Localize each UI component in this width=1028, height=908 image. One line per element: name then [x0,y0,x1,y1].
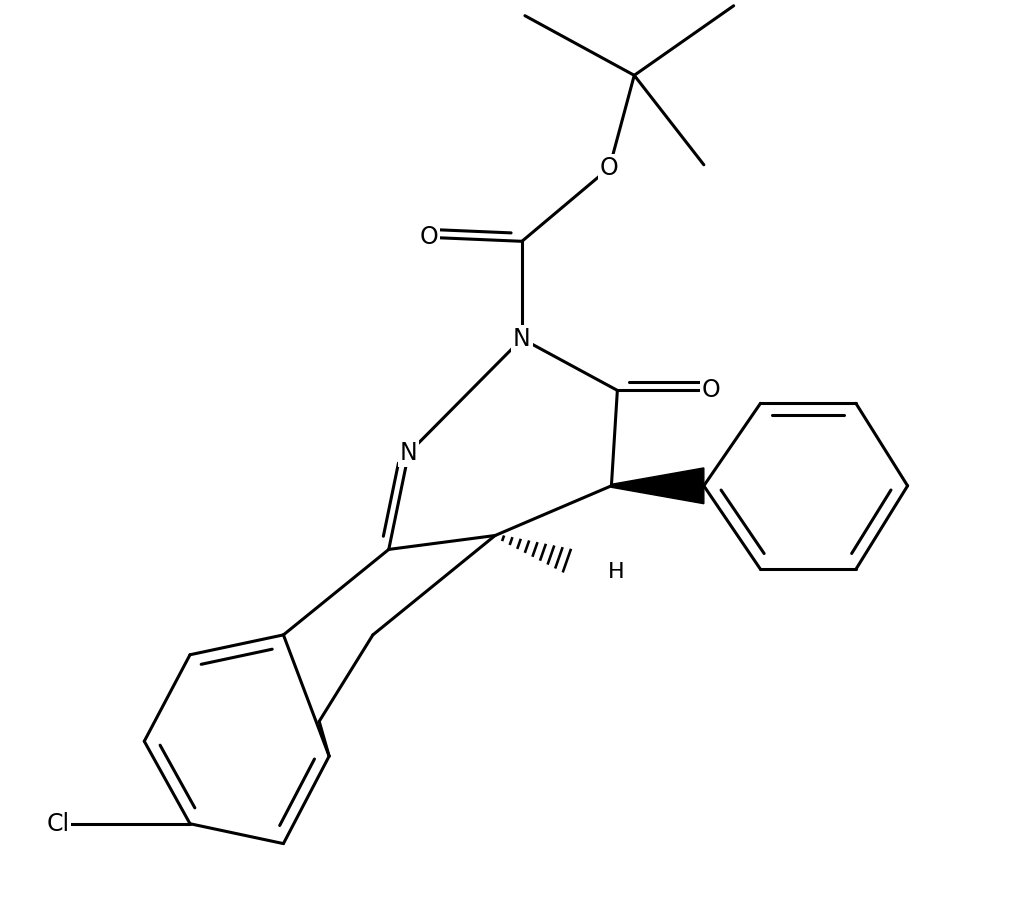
Text: O: O [701,379,721,402]
Text: Cl: Cl [46,812,69,835]
Text: O: O [600,156,619,180]
Text: H: H [609,562,625,582]
Text: N: N [513,327,530,350]
Text: O: O [419,225,438,250]
Text: N: N [400,441,417,465]
Polygon shape [612,468,704,504]
